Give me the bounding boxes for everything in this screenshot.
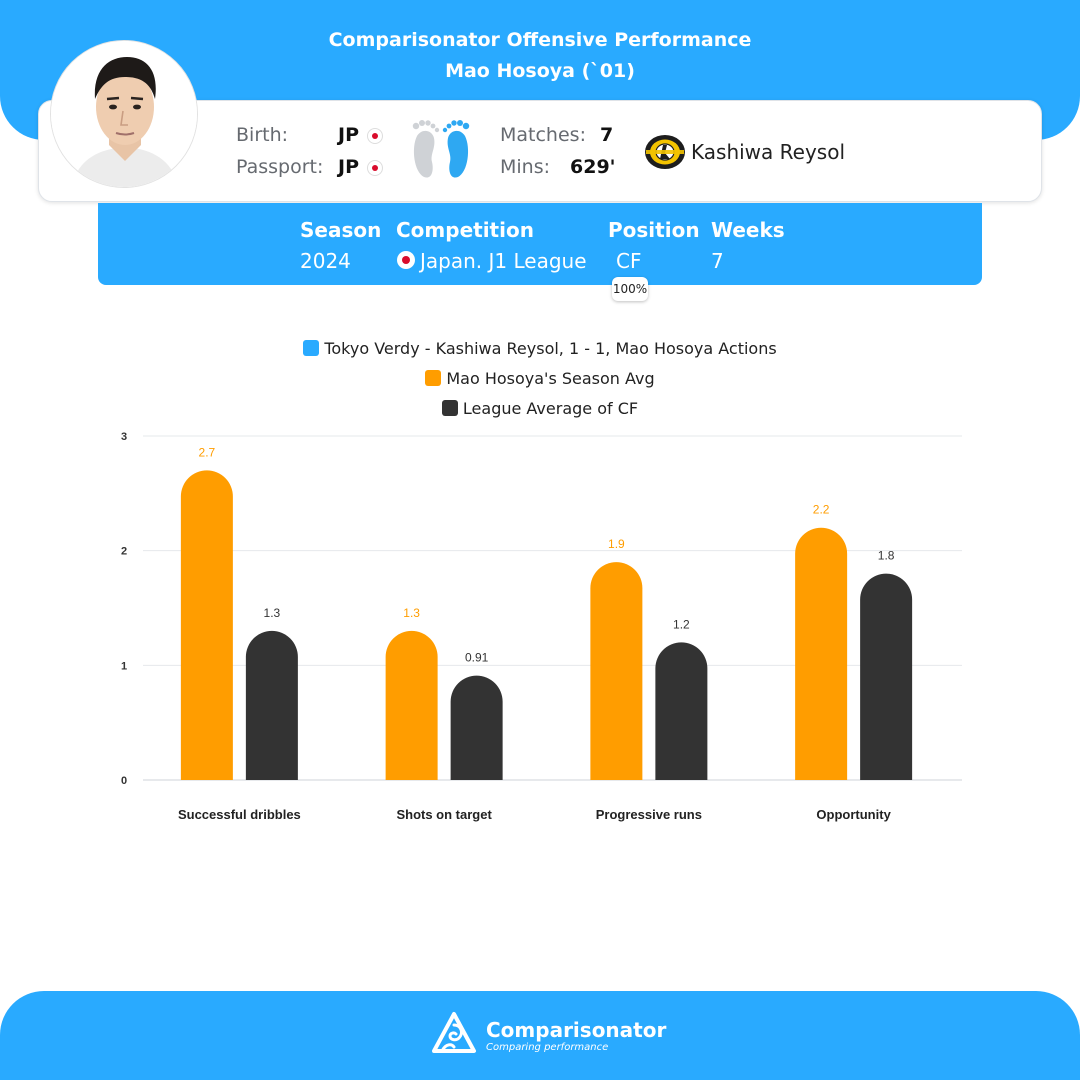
legend-swatch [425, 370, 442, 386]
birth-value: JP [338, 124, 359, 146]
legend-swatch [303, 340, 320, 356]
legend-swatch [441, 400, 458, 416]
data-label: 1.9 [608, 537, 625, 551]
weeks-header: Weeks [711, 218, 785, 242]
data-label: 1.3 [264, 606, 281, 620]
japan-flag-icon [367, 128, 383, 144]
bar [590, 562, 643, 780]
season-header: Season [300, 218, 382, 242]
legend-label: Tokyo Verdy - Kashiwa Reysol, 1 - 1, Mao… [324, 339, 777, 358]
brand-name: Comparisonator [486, 1018, 667, 1042]
player-photo [50, 40, 198, 188]
passport-label: Passport: [236, 156, 324, 178]
position-pct-badge: 100% [612, 277, 648, 301]
position-value: CF [616, 249, 642, 273]
data-label: 1.3 [403, 606, 420, 620]
position-header: Position [608, 218, 700, 242]
data-label: 2.7 [199, 445, 216, 459]
season-band [98, 203, 982, 285]
player-title: Mao Hosoya (`01) [445, 60, 635, 82]
feet-icon [412, 120, 470, 178]
brand-tagline: Comparing performance [486, 1042, 609, 1053]
club-name: Kashiwa Reysol [691, 140, 845, 164]
bar [180, 470, 233, 780]
player-card [38, 100, 1042, 202]
bar [385, 630, 438, 780]
data-label: 0.91 [465, 651, 489, 665]
data-label: 1.2 [673, 617, 690, 631]
footer-band [0, 991, 1080, 1080]
data-label: 2.2 [813, 503, 830, 517]
bar-chart: 0 1 2 3 2.7 1.3 Successful dribbles 1.3 0.91 Shot… [121, 431, 962, 822]
weeks-value: 7 [711, 249, 724, 273]
legend-item-season-avg[interactable]: Mao Hosoya's Season Avg [0, 369, 1080, 388]
y-tick-label: 1 [121, 660, 127, 672]
birth-label: Birth: [236, 124, 289, 146]
legend-label: League Average of CF [462, 399, 639, 418]
bar [245, 630, 298, 780]
x-tick-label: Opportunity [816, 807, 891, 822]
data-label: 1.8 [878, 549, 895, 563]
legend-item-league-avg[interactable]: League Average of CF [0, 399, 1080, 418]
competition-header: Competition [396, 218, 534, 242]
legend-label: Mao Hosoya's Season Avg [446, 369, 655, 388]
matches-label: Matches: [500, 124, 586, 146]
x-tick-label: Successful dribbles [178, 807, 301, 822]
bar [655, 642, 708, 780]
page-title: Comparisonator Offensive Performance [328, 29, 752, 51]
japan-flag-icon [397, 251, 415, 269]
passport-value: JP [338, 156, 359, 178]
bar [795, 527, 848, 780]
mins-label: Mins: [500, 156, 551, 178]
legend-item-match[interactable]: Tokyo Verdy - Kashiwa Reysol, 1 - 1, Mao… [0, 339, 1080, 358]
y-tick-label: 2 [121, 546, 127, 558]
competition-value: Japan. J1 League [420, 249, 587, 273]
y-tick-label: 0 [121, 775, 127, 787]
japan-flag-icon [367, 160, 383, 176]
club-crest-icon [645, 135, 685, 169]
matches-value: 7 [600, 124, 614, 146]
comparisonator-logo-icon [432, 1012, 476, 1053]
x-tick-label: Progressive runs [596, 807, 702, 822]
y-tick-label: 3 [121, 431, 127, 443]
bar [860, 573, 913, 780]
x-tick-label: Shots on target [396, 807, 492, 822]
bar [450, 675, 503, 780]
mins-value: 629' [570, 156, 616, 178]
season-value: 2024 [300, 249, 351, 273]
